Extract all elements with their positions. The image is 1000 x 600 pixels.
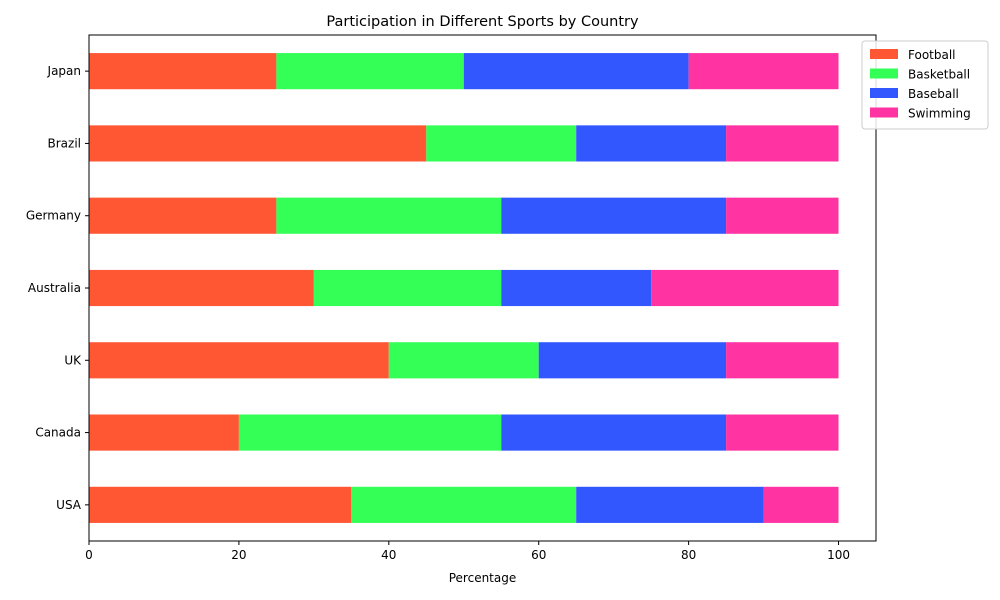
bar-brazil-baseball	[576, 125, 727, 162]
legend-label-swimming: Swimming	[908, 107, 971, 121]
y-tick-label-usa: USA	[56, 498, 82, 512]
bar-usa-baseball	[576, 486, 764, 523]
y-tick-label-uk: UK	[64, 353, 82, 367]
legend-box	[861, 40, 989, 130]
legend-swatch-swimming	[870, 107, 898, 118]
bar-canada-swimming	[726, 414, 839, 451]
chart-title: Participation in Different Sports by Cou…	[326, 14, 639, 30]
x-tick-label: 40	[381, 548, 396, 562]
x-tick-label: 100	[827, 548, 850, 562]
bar-usa-swimming	[763, 486, 839, 523]
bar-australia-basketball	[313, 269, 502, 307]
bar-usa-basketball	[351, 486, 577, 523]
bar-canada-baseball	[501, 414, 727, 451]
bar-uk-baseball	[538, 342, 727, 379]
bar-canada-football	[89, 414, 239, 451]
legend-label-basketball: Basketball	[908, 68, 970, 82]
y-tick-label-canada: Canada	[35, 426, 81, 440]
bar-australia-football	[89, 269, 314, 307]
bar-japan-football	[89, 53, 277, 90]
bar-australia-baseball	[501, 269, 652, 307]
legend: Football Basketball Baseball Swimming	[861, 40, 989, 130]
y-tick-label-japan: Japan	[47, 64, 81, 78]
bar-brazil-basketball	[426, 125, 577, 162]
bar-canada-basketball	[238, 414, 502, 451]
plot-area-frame	[88, 34, 877, 542]
y-axis: USA Canada UK Australia Germany Brazil Japan	[26, 64, 89, 512]
x-tick-label: 20	[231, 548, 246, 562]
y-tick-label-brazil: Brazil	[48, 136, 82, 150]
bar-brazil-swimming	[726, 125, 839, 162]
x-tick-label: 80	[681, 548, 696, 562]
x-tick-label: 0	[85, 548, 93, 562]
bar-germany-swimming	[726, 197, 839, 234]
legend-swatch-football	[870, 49, 898, 59]
x-axis: 0 20 40 60 80 100	[85, 541, 850, 562]
bar-uk-basketball	[388, 342, 539, 379]
bar-germany-football	[89, 197, 277, 234]
legend-label-football: Football	[908, 48, 956, 62]
bar-germany-basketball	[276, 197, 502, 234]
bar-japan-basketball	[276, 53, 464, 90]
bar-germany-baseball	[501, 197, 727, 234]
legend-label-baseball: Baseball	[908, 87, 959, 101]
bar-usa-football	[89, 486, 352, 523]
y-tick-label-germany: Germany	[26, 209, 81, 223]
bar-uk-football	[89, 342, 389, 379]
bar-australia-swimming	[651, 269, 839, 307]
bar-japan-swimming	[688, 53, 839, 90]
legend-swatch-basketball	[870, 68, 898, 79]
legend-swatch-baseball	[870, 88, 898, 98]
x-axis-title: Percentage	[449, 571, 517, 585]
bar-japan-baseball	[463, 53, 689, 90]
y-tick-label-australia: Australia	[28, 281, 81, 295]
bars-group	[89, 53, 839, 523]
x-tick-label: 60	[531, 548, 546, 562]
bar-brazil-football	[89, 125, 427, 162]
bar-uk-swimming	[726, 342, 839, 379]
